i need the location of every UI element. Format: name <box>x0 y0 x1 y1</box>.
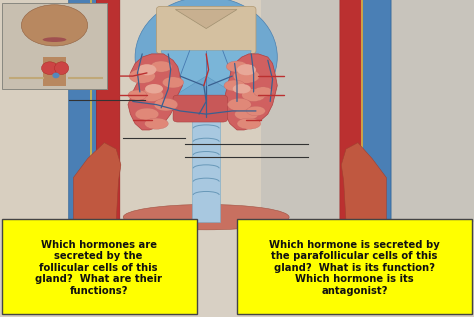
Ellipse shape <box>237 64 256 75</box>
Bar <box>2 3 107 89</box>
Ellipse shape <box>41 62 58 74</box>
Polygon shape <box>73 143 121 222</box>
FancyBboxPatch shape <box>341 0 391 225</box>
Ellipse shape <box>227 61 247 72</box>
Ellipse shape <box>135 108 159 120</box>
Ellipse shape <box>129 69 155 83</box>
FancyBboxPatch shape <box>2 219 197 314</box>
Polygon shape <box>223 54 277 130</box>
Ellipse shape <box>246 106 265 116</box>
Bar <box>261 0 474 222</box>
Ellipse shape <box>233 69 260 83</box>
Ellipse shape <box>21 5 88 46</box>
Ellipse shape <box>135 0 277 117</box>
Bar <box>43 57 66 86</box>
Ellipse shape <box>224 80 246 91</box>
Bar <box>0 0 474 222</box>
Text: Which hormone is secreted by
the parafollicular cells of this
gland?  What is it: Which hormone is secreted by the parafol… <box>269 240 440 296</box>
Polygon shape <box>161 51 251 95</box>
Ellipse shape <box>123 204 289 230</box>
FancyBboxPatch shape <box>156 6 256 54</box>
FancyBboxPatch shape <box>340 0 363 223</box>
Ellipse shape <box>151 61 172 72</box>
Ellipse shape <box>233 84 251 94</box>
Ellipse shape <box>140 89 164 101</box>
FancyBboxPatch shape <box>237 219 472 314</box>
Ellipse shape <box>154 98 178 111</box>
FancyBboxPatch shape <box>173 95 228 122</box>
Ellipse shape <box>52 73 59 78</box>
Ellipse shape <box>228 98 251 111</box>
Ellipse shape <box>242 89 265 101</box>
Ellipse shape <box>162 77 183 88</box>
Ellipse shape <box>235 108 258 120</box>
Polygon shape <box>341 143 386 222</box>
Ellipse shape <box>128 90 147 100</box>
Ellipse shape <box>145 84 163 94</box>
FancyBboxPatch shape <box>96 0 120 223</box>
FancyBboxPatch shape <box>69 0 118 225</box>
Ellipse shape <box>254 87 273 97</box>
Polygon shape <box>128 54 182 130</box>
Ellipse shape <box>237 118 261 129</box>
Bar <box>192 120 220 222</box>
Ellipse shape <box>137 64 156 75</box>
Ellipse shape <box>43 37 66 42</box>
Polygon shape <box>175 10 237 29</box>
Text: Which hormones are
secreted by the
follicular cells of this
gland?  What are the: Which hormones are secreted by the folli… <box>35 240 162 296</box>
Ellipse shape <box>145 118 168 129</box>
Ellipse shape <box>55 62 69 74</box>
